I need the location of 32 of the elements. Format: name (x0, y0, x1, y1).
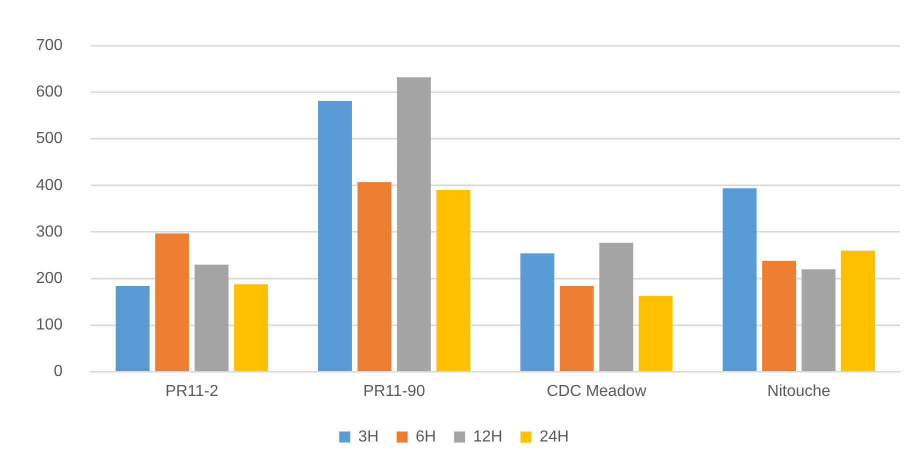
legend-label: 3H (358, 428, 379, 446)
x-tick-label: PR11-2 (165, 382, 218, 400)
bar (841, 250, 875, 372)
bar (194, 264, 229, 372)
bar (155, 233, 190, 372)
bar (802, 269, 836, 372)
bar (396, 77, 431, 372)
y-tick-label: 0 (54, 363, 63, 380)
y-tick-label: 200 (36, 270, 63, 288)
y-tick-label: 100 (36, 316, 63, 334)
bar (318, 101, 352, 372)
legend-label: 6H (416, 428, 436, 446)
bar (560, 286, 594, 372)
y-tick-label: 500 (36, 130, 63, 148)
legend-label: 12H (473, 428, 502, 446)
bar (357, 182, 392, 372)
y-tick-label: 700 (36, 37, 63, 54)
bar (722, 188, 757, 372)
legend-label: 24H (539, 428, 569, 446)
bar (638, 296, 673, 372)
x-tick-label: CDC Meadow (546, 382, 647, 400)
x-tick-label: Nitouche (767, 382, 831, 400)
bar (599, 242, 634, 372)
bar (520, 253, 554, 372)
bar (762, 260, 796, 372)
bar (436, 190, 470, 372)
bar (234, 284, 268, 372)
y-tick-label: 300 (36, 223, 63, 240)
x-tick-label: PR11-90 (363, 382, 426, 400)
y-tick-label: 600 (36, 84, 63, 101)
bar (116, 286, 150, 372)
y-tick-label: 400 (36, 176, 63, 194)
